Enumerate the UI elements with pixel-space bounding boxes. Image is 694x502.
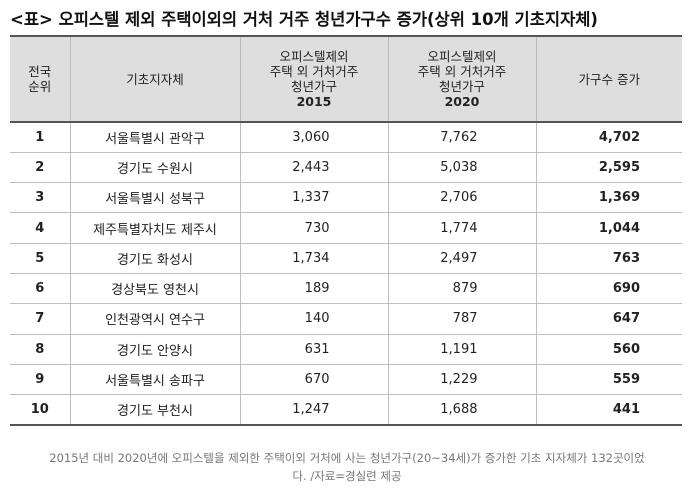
table-row: 8 경기도 안양시 631 1,191 560 xyxy=(10,334,682,365)
increase-cell: 1,369 xyxy=(598,190,640,206)
region-cell: 경상북도 영천시 xyxy=(70,273,241,304)
table-row: 9 서울특별시 송파구 670 1,229 559 xyxy=(10,364,682,395)
rank-cell: 5 xyxy=(10,243,71,274)
table-title: <표> 오피스텔 제외 주택이외의 거처 거주 청년가구수 증가(상위 10개 … xyxy=(10,10,598,29)
year-2015-header: 오피스텔제외 주택 외 거처거주 청년가구 2015 xyxy=(240,36,389,122)
increase-cell: 1,044 xyxy=(598,220,640,236)
rank-cell: 4 xyxy=(10,212,71,244)
region-cell: 서울특별시 성북구 xyxy=(70,182,241,213)
increase-cell: 763 xyxy=(612,250,640,266)
increase-cell: 2,595 xyxy=(598,159,640,175)
y2020-cell: 787 xyxy=(388,303,537,335)
y2020-cell: 1,688 xyxy=(388,394,537,425)
photo-caption: 2015년 대비 2020년에 오피스텔을 제외한 주택이외 거처에 사는 청년… xyxy=(0,449,694,485)
increase-cell: 690 xyxy=(612,281,640,297)
region-cell: 경기도 수원시 xyxy=(70,152,241,183)
caption-line-2: 다. /자료=경실련 제공 xyxy=(292,469,402,483)
increase-cell: 441 xyxy=(612,402,640,418)
y2015-cell: 1,337 xyxy=(240,182,389,213)
youth-household-table: 전국 순위 기초지자체 오피스텔제외 주택 외 거처거주 청년가구 2015 오… xyxy=(10,35,682,426)
y2020-cell: 1,229 xyxy=(388,364,537,395)
table-row: 4 제주특별자치도 제주시 730 1,774 1,044 xyxy=(10,212,682,244)
rank-cell: 1 xyxy=(10,122,71,153)
y2015-cell: 3,060 xyxy=(240,122,389,153)
y2015-cell: 1,247 xyxy=(240,394,389,425)
table-row: 2 경기도 수원시 2,443 5,038 2,595 xyxy=(10,152,682,183)
rank-cell: 8 xyxy=(10,334,71,365)
y2015-cell: 670 xyxy=(240,364,389,395)
table-row: 3 서울특별시 성북구 1,337 2,706 1,369 xyxy=(10,182,682,213)
region-cell: 인천광역시 연수구 xyxy=(70,303,241,335)
y2015-cell: 140 xyxy=(240,303,389,335)
y2020-cell: 5,038 xyxy=(388,152,537,183)
increase-cell: 560 xyxy=(612,341,640,357)
region-header: 기초지자체 xyxy=(70,36,241,122)
table-row: 6 경상북도 영천시 189 879 690 xyxy=(10,273,682,304)
table-header-row: 전국 순위 기초지자체 오피스텔제외 주택 외 거처거주 청년가구 2015 오… xyxy=(10,36,682,122)
region-cell: 제주특별자치도 제주시 xyxy=(70,212,241,244)
region-cell: 서울특별시 관악구 xyxy=(70,122,241,153)
increase-header: 가구수 증가 xyxy=(578,71,640,87)
y2015-cell: 2,443 xyxy=(240,152,389,183)
table-row: 7 인천광역시 연수구 140 787 647 xyxy=(10,303,682,335)
y2020-cell: 879 xyxy=(388,273,537,304)
region-cell: 경기도 부천시 xyxy=(70,394,241,425)
y2015-cell: 631 xyxy=(240,334,389,365)
rank-cell: 2 xyxy=(10,152,71,183)
caption-line-1: 2015년 대비 2020년에 오피스텔을 제외한 주택이외 거처에 사는 청년… xyxy=(49,451,645,465)
table-row: 10 경기도 부천시 1,247 1,688 441 xyxy=(10,394,682,425)
increase-cell: 647 xyxy=(612,311,640,327)
region-cell: 서울특별시 송파구 xyxy=(70,364,241,395)
year-2020-header: 오피스텔제외 주택 외 거처거주 청년가구 2020 xyxy=(388,36,537,122)
region-cell: 경기도 안양시 xyxy=(70,334,241,365)
rank-cell: 6 xyxy=(10,273,71,304)
y2020-cell: 2,497 xyxy=(388,243,537,274)
increase-cell: 4,702 xyxy=(598,129,640,145)
region-cell: 경기도 화성시 xyxy=(70,243,241,274)
y2015-cell: 189 xyxy=(240,273,389,304)
y2015-cell: 1,734 xyxy=(240,243,389,274)
rank-cell: 3 xyxy=(10,182,71,213)
y2015-cell: 730 xyxy=(240,212,389,244)
y2020-cell: 1,191 xyxy=(388,334,537,365)
increase-cell: 559 xyxy=(612,372,640,388)
table-row: 5 경기도 화성시 1,734 2,497 763 xyxy=(10,243,682,274)
rank-cell: 10 xyxy=(10,394,71,425)
y2020-cell: 2,706 xyxy=(388,182,537,213)
rank-header: 전국 순위 xyxy=(10,36,71,122)
table-row: 1 서울특별시 관악구 3,060 7,762 4,702 xyxy=(10,122,682,153)
rank-cell: 9 xyxy=(10,364,71,395)
y2020-cell: 7,762 xyxy=(388,122,537,153)
rank-cell: 7 xyxy=(10,303,71,335)
y2020-cell: 1,774 xyxy=(388,212,537,244)
